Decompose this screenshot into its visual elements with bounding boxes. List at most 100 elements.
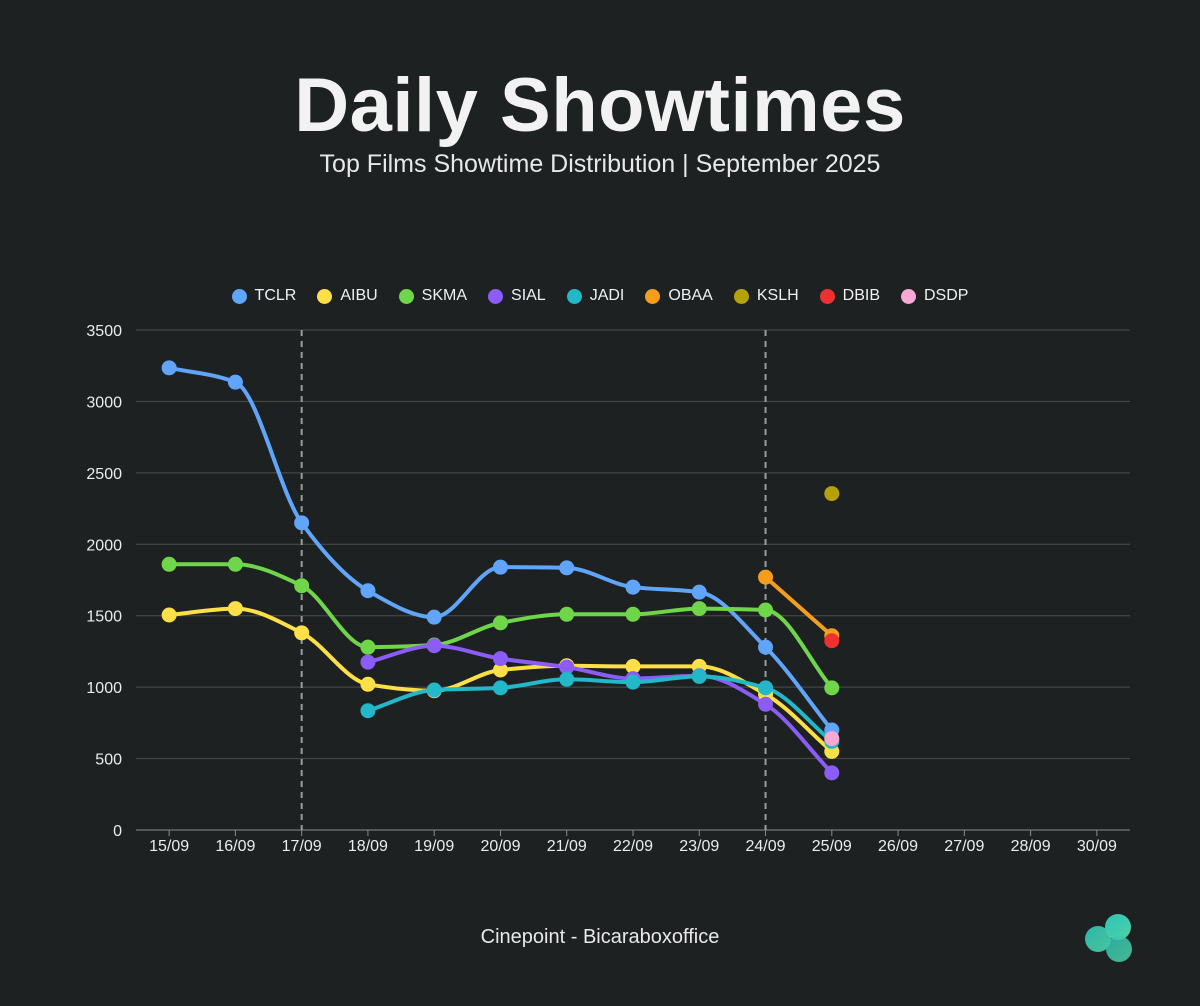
data-point-jadi [426,682,442,698]
legend-item-aibu: AIBU [317,287,378,305]
x-tick-label: 27/09 [944,838,984,855]
legend-label: JADI [589,287,625,304]
y-tick-label: 3500 [86,323,122,340]
x-tick-label: 25/09 [812,838,852,855]
legend-label: AIBU [340,287,378,304]
legend-swatch [488,288,504,304]
y-tick-label: 3000 [86,394,122,411]
legend-label: DSDP [923,287,969,304]
data-point-obaa [758,569,774,585]
chart-subtitle: Top Films Showtime Distribution | Septem… [319,150,881,178]
y-tick-label: 0 [113,823,122,840]
x-tick-label: 26/09 [878,838,918,855]
legend-swatch [317,288,333,304]
data-point-tclr [625,579,641,595]
legend-label: OBAA [668,287,713,304]
legend-label: TCLR [254,287,297,304]
data-point-jadi [625,674,641,690]
data-point-tclr [294,515,310,531]
data-point-skma [824,680,840,696]
x-tick-label: 20/09 [480,838,520,855]
data-point-aibu [625,658,641,674]
data-point-skma [227,556,243,572]
y-tick-label: 2500 [86,466,122,483]
x-tick-label: 19/09 [414,838,454,855]
data-point-jadi [758,680,774,696]
data-point-sial [559,659,575,675]
data-point-tclr [492,559,508,575]
data-point-tclr [691,584,707,600]
x-tick-label: 22/09 [613,838,653,855]
data-point-skma [559,606,575,622]
data-point-aibu [492,662,508,678]
data-point-tclr [758,639,774,655]
data-point-sial [492,651,508,667]
data-point-aibu [161,607,177,623]
legend-item-tclr: TCLR [231,287,297,305]
data-point-skma [161,556,177,572]
data-point-tclr [559,560,575,576]
source-credit: Cinepoint - Bicaraboxoffice [480,926,720,948]
legend-label: SKMA [421,287,468,304]
chart-legend: TCLR AIBU SKMA SIAL JADI OBAA KSLH DBIB DSDP [0,287,1200,305]
legend-item-jadi: JADI [566,287,625,305]
legend-item-dsdp: DSDP [900,287,969,305]
legend-item-obaa: OBAA [645,287,713,305]
data-point-dbib [824,633,840,649]
data-point-tclr [227,374,243,390]
data-point-skma [492,615,508,631]
data-point-dsdp [824,731,840,747]
legend-swatch [645,288,661,304]
data-point-tclr [161,360,177,376]
legend-item-dbib: DBIB [819,287,880,305]
x-tick-label: 16/09 [215,838,255,855]
legend-swatch [819,288,835,304]
chart-title: Daily Showtimes [294,63,906,148]
data-point-aibu [360,676,376,692]
data-point-skma [294,578,310,594]
legend-swatch [398,288,414,304]
legend-swatch [566,288,582,304]
legend-item-sial: SIAL [488,287,546,305]
legend-swatch [900,288,916,304]
data-point-aibu [294,625,310,641]
legend-item-kslh: KSLH [733,287,799,305]
legend-swatch [231,288,247,304]
y-tick-label: 500 [95,752,122,769]
data-point-jadi [492,680,508,696]
data-point-kslh [824,486,840,502]
data-point-skma [360,639,376,655]
y-tick-label: 2000 [86,537,122,554]
y-tick-label: 1000 [86,680,122,697]
legend-label: DBIB [842,287,880,304]
series-line-obaa [763,575,834,638]
x-tick-label: 15/09 [149,838,189,855]
brand-logo-icon [1085,914,1132,962]
x-tick-label: 28/09 [1011,838,1051,855]
data-point-skma [691,601,707,617]
x-tick-label: 23/09 [679,838,719,855]
y-tick-label: 1500 [86,609,122,626]
legend-item-skma: SKMA [398,287,468,305]
legend-label: SIAL [511,287,546,304]
data-point-sial [426,638,442,654]
data-point-sial [758,696,774,712]
data-point-tclr [360,583,376,599]
data-point-skma [758,602,774,618]
data-point-jadi [691,668,707,684]
data-point-sial [360,654,376,670]
data-point-jadi [559,671,575,687]
data-point-tclr [426,609,442,625]
data-point-aibu [227,601,243,617]
data-point-sial [824,765,840,781]
legend-swatch [733,288,749,304]
data-point-skma [625,606,641,622]
x-tick-label: 30/09 [1077,838,1117,855]
x-tick-label: 18/09 [348,838,388,855]
x-tick-label: 24/09 [746,838,786,855]
data-point-jadi [360,703,376,719]
x-tick-label: 17/09 [282,838,322,855]
x-tick-label: 21/09 [547,838,587,855]
legend-label: KSLH [756,287,799,304]
